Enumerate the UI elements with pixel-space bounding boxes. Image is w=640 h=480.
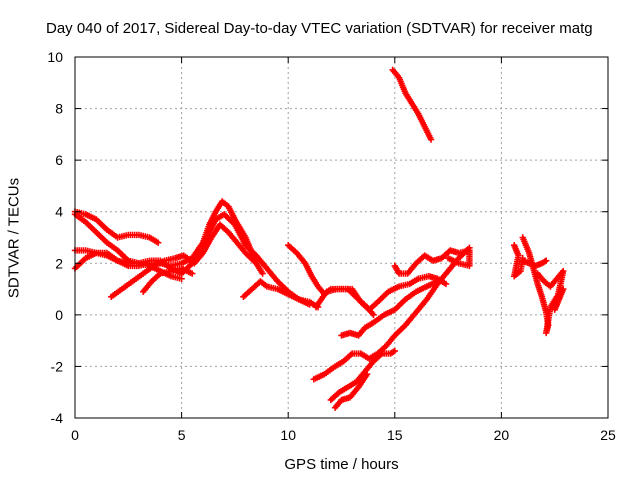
data-point [363,370,371,378]
data-series-12 [331,370,371,411]
y-tick-label: 8 [55,101,63,117]
x-tick-label: 0 [71,427,79,443]
data-point [534,270,541,277]
data-series-0 [71,208,162,246]
y-tick-label: 0 [55,307,63,323]
data-series-6 [240,278,322,311]
data-point [154,239,162,246]
y-axis-ticks: -4 -2 0 2 4 6 8 10 [47,49,608,426]
x-tick-label: 20 [494,427,510,443]
x-axis-label: GPS time / hours [284,456,399,473]
data-series-11 [327,347,398,404]
grid-lines [75,57,608,418]
data-series-14 [389,66,435,143]
y-tick-label: 2 [55,255,63,271]
data-series-17 [519,257,550,270]
x-axis-ticks: 0 5 10 15 20 25 [71,57,616,443]
data-point [466,244,473,252]
data-point [391,347,398,355]
y-tick-label: 4 [55,204,63,220]
x-tick-label: 15 [387,427,403,443]
data-point [442,280,450,288]
data-series-13 [338,278,441,339]
y-tick-label: 10 [47,49,63,65]
x-tick-label: 5 [178,427,186,443]
data-point [444,254,452,262]
data-series-9 [391,247,473,277]
data-series-5 [140,265,196,295]
plot-frame [74,56,609,419]
data-series [71,66,567,411]
y-tick-label: 6 [55,152,63,168]
data-series-10 [310,244,473,383]
x-tick-label: 10 [280,427,296,443]
data-point [189,270,196,277]
data-point [427,136,435,143]
data-series-15 [510,242,526,280]
data-point [434,278,441,285]
data-series-8 [312,285,377,319]
y-tick-label: -4 [51,410,64,426]
data-point [370,311,377,319]
y-axis-label: SDTVAR / TECUs [5,177,23,299]
data-series-4 [108,221,266,301]
y-tick-label: -2 [51,358,64,374]
data-point [542,257,550,264]
data-series-16 [519,234,567,337]
chart-title: Day 040 of 2017, Sidereal Day-to-day VTE… [46,20,593,37]
data-point [259,270,266,277]
x-tick-label: 25 [600,427,616,443]
